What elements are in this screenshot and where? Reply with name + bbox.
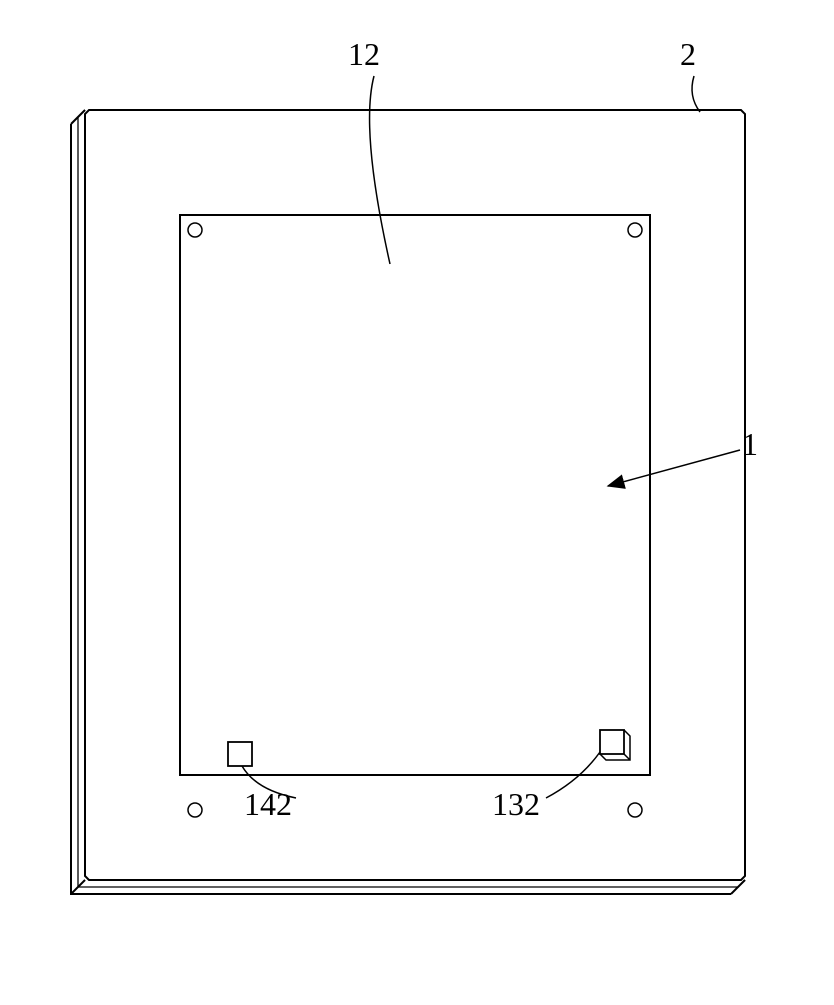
depth-edge-br2 xyxy=(738,880,745,887)
label-1: 1 xyxy=(742,426,758,463)
leader-2 xyxy=(692,76,700,112)
label-2: 2 xyxy=(680,36,696,73)
outer-frame-front xyxy=(85,110,745,880)
label-12: 12 xyxy=(348,36,380,73)
depth-edge-bl2 xyxy=(78,880,85,887)
diagram-svg xyxy=(0,0,834,1000)
label-142: 142 xyxy=(244,786,292,823)
label-132: 132 xyxy=(492,786,540,823)
depth-edge-tl2 xyxy=(78,110,85,117)
diagram-canvas: 12 2 1 142 132 xyxy=(0,0,834,1000)
